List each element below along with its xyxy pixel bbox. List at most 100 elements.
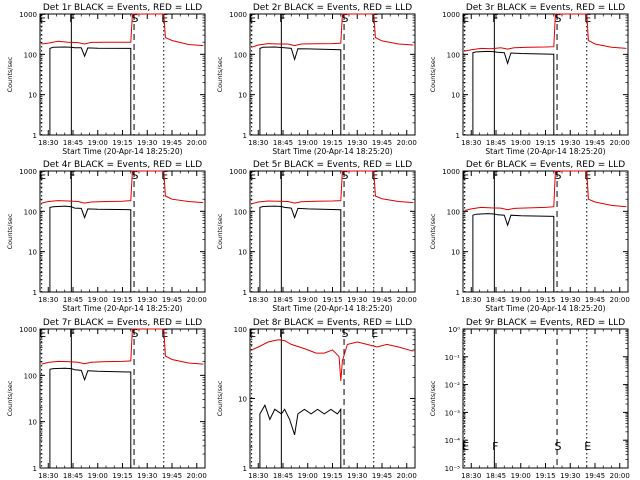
panel-det-7: Det 7r BLACK = Events, RED = LLD Counts/s… xyxy=(6,318,207,480)
marker-label: E xyxy=(249,327,256,340)
x-tick-label: 19:45 xyxy=(162,296,182,304)
series-line-lld xyxy=(464,170,627,211)
series-line-events xyxy=(259,46,342,135)
y-axis-label: Counts/sec xyxy=(429,56,437,92)
x-tick-label: 20:00 xyxy=(397,296,417,304)
marker-label: E xyxy=(161,327,168,340)
marker-label: E xyxy=(584,12,591,25)
y-axis-label: Counts/sec xyxy=(429,213,437,249)
series-line-lld xyxy=(251,170,414,205)
marker-label: E xyxy=(462,440,469,453)
x-tick-label: 19:30 xyxy=(137,139,157,147)
y-tick-label: 100 xyxy=(234,51,247,59)
y-tick-label: 100 xyxy=(24,372,37,380)
x-tick-label: 19:45 xyxy=(585,296,605,304)
y-tick-label: 1000 xyxy=(19,168,37,176)
series-line-lld xyxy=(464,13,627,52)
marker-label: S xyxy=(342,327,349,340)
y-tick-label: 10⁻⁴ xyxy=(445,437,461,445)
plot-frame xyxy=(249,13,416,136)
x-tick-label: 18:30 xyxy=(461,296,481,304)
x-tick-label: 19:15 xyxy=(535,296,555,304)
marker-label: F xyxy=(69,327,75,340)
y-tick-label: 100 xyxy=(24,51,37,59)
panel-title: Det 2r BLACK = Events, RED = LLD xyxy=(253,3,412,13)
marker-label: S xyxy=(132,12,139,25)
x-tick-label: 19:30 xyxy=(347,139,367,147)
series-line-events xyxy=(472,213,555,292)
y-tick-label: 10⁻³ xyxy=(445,409,461,417)
x-axis-label: Start Time (20-Apr-14 18:25:20) xyxy=(485,147,605,156)
panel-det-9: Det 9r BLACK = Events, RED = LLD Counts/s… xyxy=(429,318,630,480)
marker-label: S xyxy=(555,169,562,182)
x-tick-label: 19:15 xyxy=(322,472,342,480)
marker-label: E xyxy=(584,440,591,453)
x-tick-label: 20:00 xyxy=(187,472,207,480)
x-tick-label: 19:00 xyxy=(88,472,108,480)
x-tick-label: 19:00 xyxy=(298,139,318,147)
x-tick-label: 20:00 xyxy=(610,472,630,480)
y-tick-label: 1 xyxy=(33,132,37,140)
panel-det-1: Det 1r BLACK = Events, RED = LLD Counts/s… xyxy=(6,3,207,156)
x-tick-label: 19:30 xyxy=(347,472,367,480)
x-tick-label: 18:30 xyxy=(461,472,481,480)
x-tick-label: 18:45 xyxy=(486,296,506,304)
plot-frame xyxy=(462,328,629,469)
marker-label: S xyxy=(132,327,139,340)
y-tick-label: 10⁻¹ xyxy=(445,354,461,362)
series-line-lld xyxy=(41,13,204,47)
panel-det-3: Det 3r BLACK = Events, RED = LLD Counts/s… xyxy=(429,3,630,156)
panel-title: Det 7r BLACK = Events, RED = LLD xyxy=(43,318,202,328)
y-tick-label: 1 xyxy=(33,289,37,297)
y-tick-label: 100 xyxy=(24,208,37,216)
marker-label: E xyxy=(249,12,256,25)
marker-label: S xyxy=(555,12,562,25)
series-line-lld xyxy=(41,328,204,365)
y-tick-label: 100 xyxy=(234,208,247,216)
y-tick-label: 1000 xyxy=(19,11,37,19)
x-tick-label: 18:30 xyxy=(38,139,58,147)
x-tick-label: 19:45 xyxy=(162,139,182,147)
x-tick-label: 19:30 xyxy=(347,296,367,304)
x-tick-label: 19:00 xyxy=(88,296,108,304)
x-tick-label: 18:45 xyxy=(63,139,83,147)
plot-frame xyxy=(462,170,629,293)
x-tick-label: 19:30 xyxy=(137,296,157,304)
panel-det-2: Det 2r BLACK = Events, RED = LLD Counts/s… xyxy=(216,3,417,156)
series-line-events xyxy=(49,205,132,292)
x-tick-label: 20:00 xyxy=(610,139,630,147)
x-tick-label: 18:45 xyxy=(486,139,506,147)
x-tick-label: 19:30 xyxy=(560,139,580,147)
y-tick-label: 10 xyxy=(28,419,37,427)
y-tick-label: 1 xyxy=(33,465,37,473)
marker-label: S xyxy=(342,169,349,182)
marker-label: S xyxy=(132,169,139,182)
y-axis-label: Counts/sec xyxy=(6,213,14,249)
x-tick-label: 18:45 xyxy=(63,472,83,480)
marker-label: E xyxy=(249,169,256,182)
plot-frame xyxy=(39,13,206,136)
panel-title: Det 3r BLACK = Events, RED = LLD xyxy=(466,3,625,13)
x-tick-label: 19:15 xyxy=(535,472,555,480)
panel-det-4: Det 4r BLACK = Events, RED = LLD Counts/s… xyxy=(6,160,207,313)
marker-label: E xyxy=(39,327,46,340)
x-tick-label: 18:30 xyxy=(38,296,58,304)
x-tick-label: 20:00 xyxy=(187,296,207,304)
marker-label: E xyxy=(371,12,378,25)
marker-label: E xyxy=(371,327,378,340)
marker-label: F xyxy=(69,169,75,182)
y-axis-label: Counts/sec xyxy=(216,380,224,416)
x-tick-label: 19:45 xyxy=(372,472,392,480)
x-tick-label: 19:15 xyxy=(535,139,555,147)
y-axis-label: Counts/sec xyxy=(429,380,437,416)
x-tick-label: 19:45 xyxy=(372,139,392,147)
series-line-events xyxy=(49,367,132,468)
x-tick-label: 19:00 xyxy=(511,139,531,147)
x-tick-label: 19:15 xyxy=(322,296,342,304)
x-tick-label: 18:45 xyxy=(273,472,293,480)
panel-title: Det 6r BLACK = Events, RED = LLD xyxy=(466,160,625,170)
marker-label: E xyxy=(161,12,168,25)
marker-label: F xyxy=(492,440,498,453)
y-tick-label: 100 xyxy=(234,326,247,334)
x-tick-label: 20:00 xyxy=(397,472,417,480)
